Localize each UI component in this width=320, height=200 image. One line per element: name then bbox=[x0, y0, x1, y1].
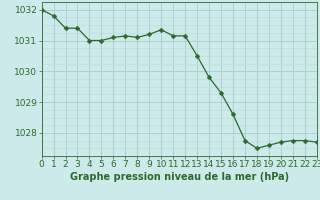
X-axis label: Graphe pression niveau de la mer (hPa): Graphe pression niveau de la mer (hPa) bbox=[70, 172, 289, 182]
